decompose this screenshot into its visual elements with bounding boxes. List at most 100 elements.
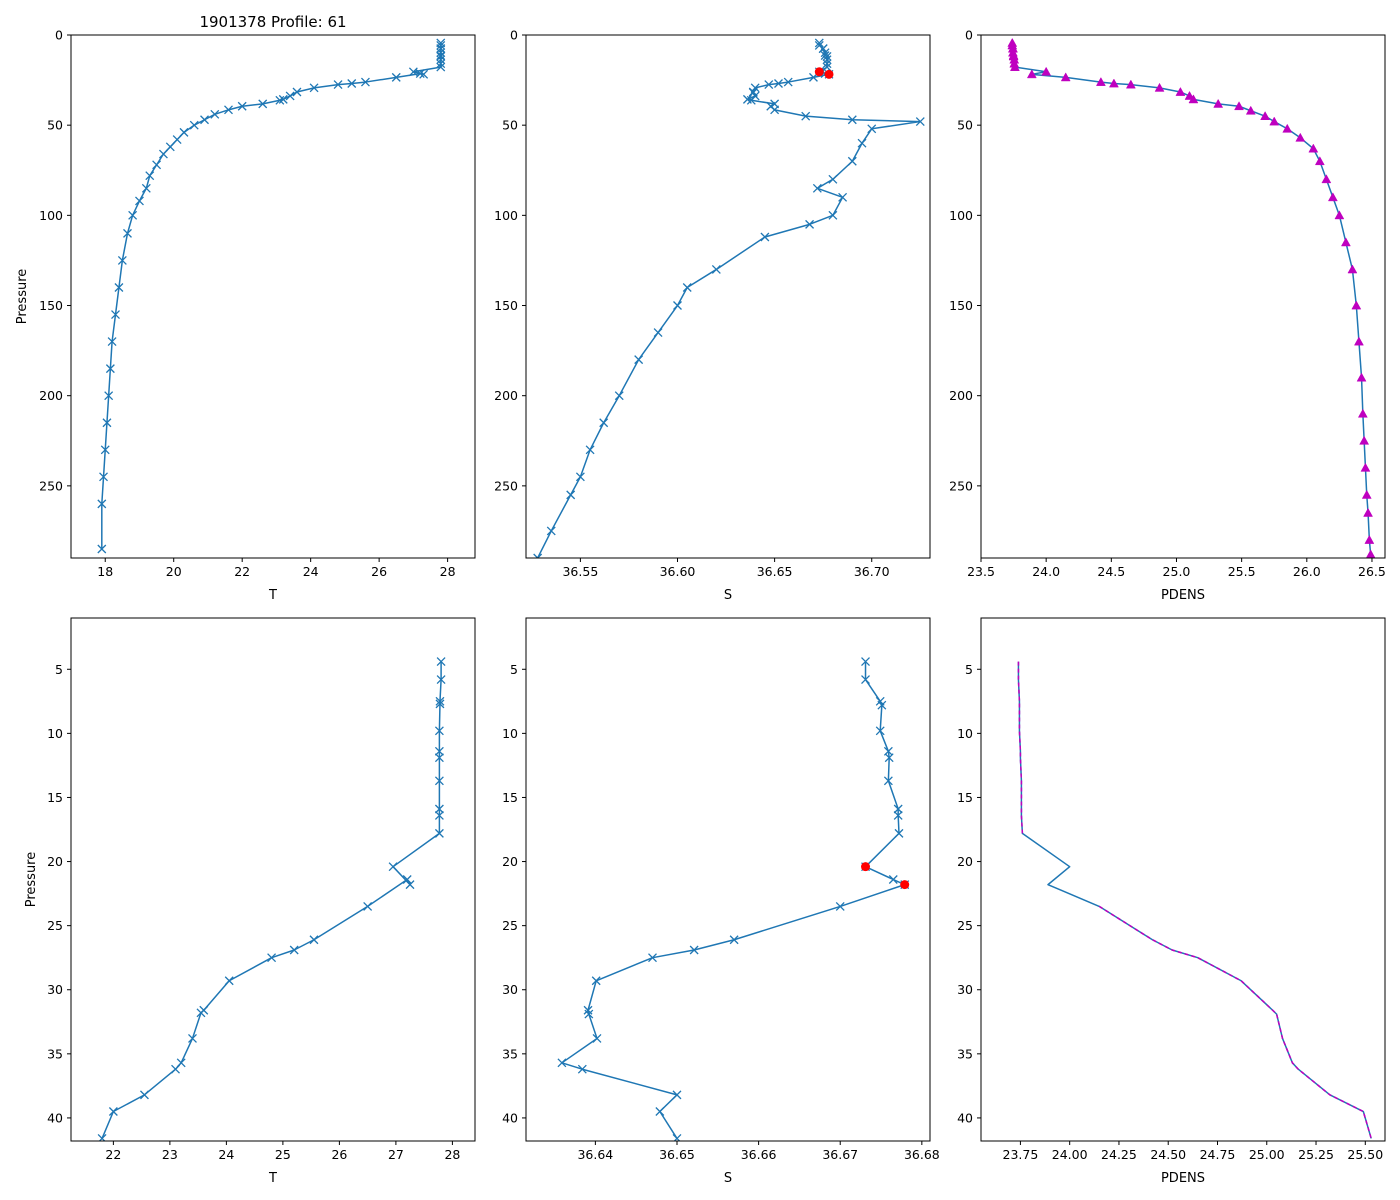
data-point [111,310,120,319]
data-point [655,1107,665,1116]
series-line-pdens-dashed [1017,661,1024,834]
data-point [1109,78,1119,88]
y-tick-label: 10 [47,726,63,741]
data-point [99,472,108,482]
data-point [774,79,783,88]
data-point [760,232,770,242]
data-point [436,48,446,58]
x-tick-label: 36.68 [904,1147,940,1162]
y-tick-label: 200 [949,388,973,403]
y-tick-label: 150 [39,298,63,313]
data-point [1359,435,1370,445]
x-axis-label: T [268,1171,277,1186]
data-point [847,156,857,166]
y-tick-label: 10 [502,726,518,741]
x-tick-label: 26.0 [1293,564,1321,579]
data-point [405,880,415,890]
data-point [435,699,445,709]
x-tick-label: 28 [440,564,456,579]
plot-area-bottom-salinity [557,657,910,1141]
data-point [97,544,107,554]
x-tick-label: 23.5 [967,564,995,579]
x-tick-label: 36.67 [822,1147,858,1162]
x-tick-label: 24 [218,1147,234,1162]
y-tick-label: 40 [502,1110,518,1125]
x-tick-label: 26 [331,1147,347,1162]
x-tick-label: 36.65 [659,1147,695,1162]
x-axis-label: S [724,1171,732,1186]
data-point [1327,192,1338,202]
y-tick-label: 5 [510,662,518,677]
data-point [189,120,199,130]
y-axis-label: Pressure [15,269,30,325]
data-point [123,228,132,238]
x-tick-label: 24.50 [1150,1147,1186,1162]
data-point [591,976,601,986]
data-point [224,976,234,986]
x-tick-label: 36.60 [660,564,696,579]
highlight-point [814,67,824,77]
axes-top-density: 23.5 24.0 24.5 25.0 25.5 26.0 26.5 0 50 100 150 200… [949,28,1386,604]
data-point [1356,372,1367,382]
data-point [436,62,446,72]
data-point [575,472,585,482]
data-point [653,328,663,338]
data-point [814,38,824,48]
data-point [1347,264,1358,274]
data-point [584,1009,594,1019]
data-point [309,83,319,93]
data-point [1308,143,1319,153]
data-point [1175,86,1186,96]
data-point [672,1090,682,1100]
plot-area-top-density [1007,37,1376,558]
x-tick-label: 25.00 [1249,1147,1285,1162]
y-tick-label: 15 [957,790,973,805]
data-point [434,753,444,763]
data-point [894,828,904,838]
data-point [436,59,446,69]
data-point [822,59,832,69]
data-point [1188,94,1199,104]
data-point [97,499,107,509]
data-point [114,283,124,292]
data-point [672,1133,682,1141]
y-tick-label: 35 [47,1046,63,1061]
data-point [1314,156,1325,166]
data-point [566,490,576,500]
x-tick-label: 25.50 [1347,1147,1383,1162]
data-point [415,69,425,79]
y-tick-label: 200 [39,388,63,403]
data-point [801,111,811,121]
axes-frame-bottom-temperature [70,617,476,1142]
x-tick-label: 28 [444,1147,460,1162]
data-point [746,95,756,105]
y-tick-label: 150 [494,298,518,313]
y-tick-label: 35 [502,1046,518,1061]
x-axis-label: S [724,588,732,603]
x-tick-label: 24.75 [1200,1147,1236,1162]
data-point [1026,69,1037,79]
y-tick-label: 30 [502,982,518,997]
data-point [883,776,893,786]
data-point [117,255,127,265]
x-tick-label: 18 [97,564,113,579]
y-tick-label: 100 [949,208,973,223]
data-point [285,91,295,101]
x-tick-label: 23 [162,1147,178,1162]
data-point [347,79,357,88]
data-point [861,657,870,667]
data-point [729,935,739,945]
x-axis-label: PDENS [1161,588,1205,603]
y-tick-label: 250 [949,478,973,493]
y-tick-label: 5 [965,662,973,677]
x-tick-label: 26 [371,564,387,579]
data-point [196,1008,206,1018]
data-point [436,41,446,50]
y-tick-label: 50 [502,118,518,133]
data-point [210,109,220,119]
y-tick-label: 20 [47,854,63,869]
data-point [1095,77,1106,86]
y-tick-label: 30 [957,982,973,997]
